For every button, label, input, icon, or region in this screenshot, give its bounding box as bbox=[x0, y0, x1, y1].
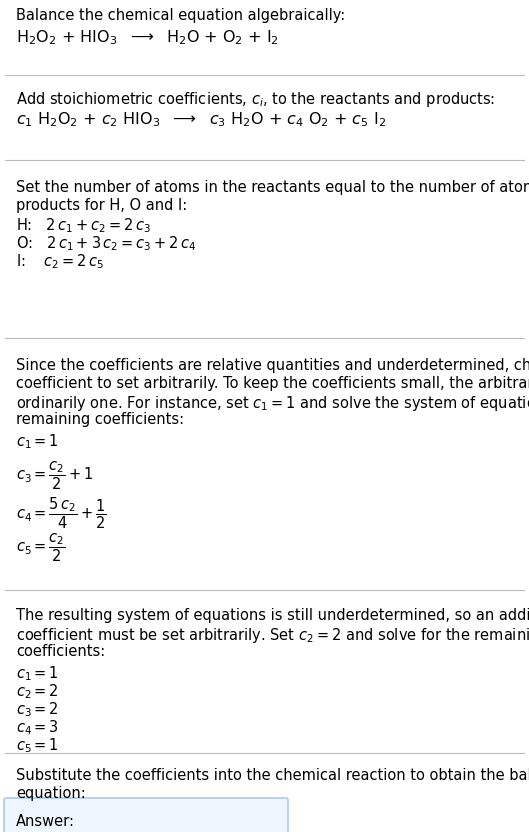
Text: remaining coefficients:: remaining coefficients: bbox=[16, 412, 184, 427]
Text: coefficients:: coefficients: bbox=[16, 644, 105, 659]
Text: coefficient to set arbitrarily. To keep the coefficients small, the arbitrary va: coefficient to set arbitrarily. To keep … bbox=[16, 376, 529, 391]
Text: Answer:: Answer: bbox=[16, 814, 75, 829]
Text: $c_1 = 1$: $c_1 = 1$ bbox=[16, 664, 59, 683]
Text: O:   $2\,c_1 + 3\,c_2 = c_3 + 2\,c_4$: O: $2\,c_1 + 3\,c_2 = c_3 + 2\,c_4$ bbox=[16, 234, 196, 253]
Text: $c_5 = 1$: $c_5 = 1$ bbox=[16, 736, 59, 755]
Text: coefficient must be set arbitrarily. Set $c_2 = 2$ and solve for the remaining: coefficient must be set arbitrarily. Set… bbox=[16, 626, 529, 645]
Text: $c_5 = \dfrac{c_2}{2}$: $c_5 = \dfrac{c_2}{2}$ bbox=[16, 532, 66, 564]
Text: Set the number of atoms in the reactants equal to the number of atoms in the: Set the number of atoms in the reactants… bbox=[16, 180, 529, 195]
Text: products for H, O and I:: products for H, O and I: bbox=[16, 198, 187, 213]
FancyBboxPatch shape bbox=[4, 798, 288, 832]
Text: I:    $c_2 = 2\,c_5$: I: $c_2 = 2\,c_5$ bbox=[16, 252, 104, 270]
Text: Add stoichiometric coefficients, $c_i$, to the reactants and products:: Add stoichiometric coefficients, $c_i$, … bbox=[16, 90, 495, 109]
Text: $c_4 = 3$: $c_4 = 3$ bbox=[16, 718, 59, 736]
Text: $c_4 = \dfrac{5\,c_2}{4} + \dfrac{1}{2}$: $c_4 = \dfrac{5\,c_2}{4} + \dfrac{1}{2}$ bbox=[16, 496, 106, 532]
Text: $c_2 = 2$: $c_2 = 2$ bbox=[16, 682, 59, 701]
Text: H:   $2\,c_1 + c_2 = 2\,c_3$: H: $2\,c_1 + c_2 = 2\,c_3$ bbox=[16, 216, 151, 235]
Text: $c_3 = 2$: $c_3 = 2$ bbox=[16, 700, 59, 719]
Text: $c_3 = \dfrac{c_2}{2} + 1$: $c_3 = \dfrac{c_2}{2} + 1$ bbox=[16, 460, 94, 493]
Text: $c_1 = 1$: $c_1 = 1$ bbox=[16, 432, 59, 451]
Text: Since the coefficients are relative quantities and underdetermined, choose a: Since the coefficients are relative quan… bbox=[16, 358, 529, 373]
Text: ordinarily one. For instance, set $c_1 = 1$ and solve the system of equations fo: ordinarily one. For instance, set $c_1 =… bbox=[16, 394, 529, 413]
Text: Balance the chemical equation algebraically:: Balance the chemical equation algebraica… bbox=[16, 8, 345, 23]
Text: Substitute the coefficients into the chemical reaction to obtain the balanced: Substitute the coefficients into the che… bbox=[16, 768, 529, 783]
Text: $c_1$ $\mathregular{H_2O_2}$ + $c_2$ $\mathregular{HIO_3}$  $\longrightarrow$  $: $c_1$ $\mathregular{H_2O_2}$ + $c_2$ $\m… bbox=[16, 110, 386, 129]
Text: equation:: equation: bbox=[16, 786, 86, 801]
Text: $\mathregular{H_2O_2}$ + $\mathregular{HIO_3}$  $\longrightarrow$  $\mathregular: $\mathregular{H_2O_2}$ + $\mathregular{H… bbox=[16, 28, 279, 47]
Text: The resulting system of equations is still underdetermined, so an additional: The resulting system of equations is sti… bbox=[16, 608, 529, 623]
